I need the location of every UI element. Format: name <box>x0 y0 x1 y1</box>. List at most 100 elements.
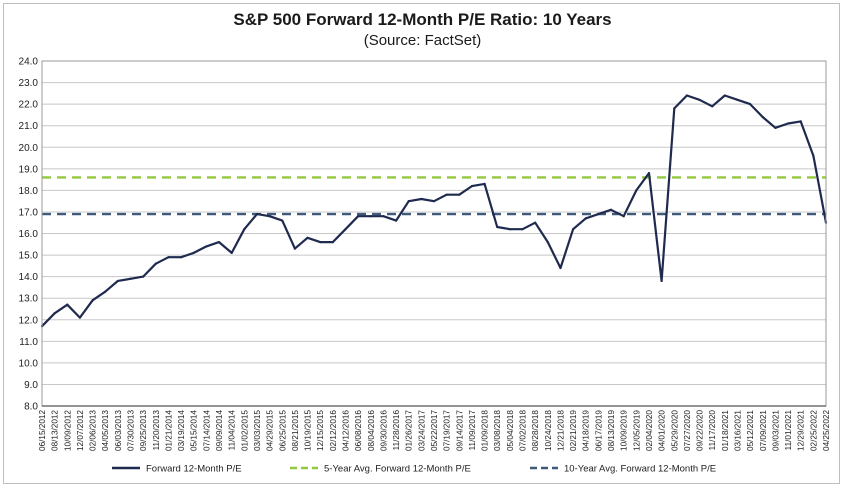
x-tick-label: 09/03/2021 <box>771 410 780 451</box>
data-point <box>255 212 259 216</box>
axis-layer: 24.0 23.0 22.0 21.0 20.0 19.0 18.0 17.0 16.0 15.0… <box>19 57 831 451</box>
x-tick-label: 09/30/2016 <box>379 410 388 451</box>
x-tick-label: 11/01/2021 <box>784 410 793 451</box>
data-point <box>799 120 802 123</box>
x-tick-label: 08/13/2012 <box>51 410 60 451</box>
data-point <box>458 193 461 196</box>
x-tick-label: 12/21/2018 <box>556 410 565 451</box>
data-point <box>154 262 157 265</box>
grid-layer <box>42 60 826 407</box>
x-tick-label: 09/09/2014 <box>215 410 224 451</box>
data-point <box>116 279 119 283</box>
y-tick-label: 8.0 <box>24 402 38 413</box>
data-point <box>192 251 195 255</box>
legend: Forward 12-Month P/E 5-Year Avg. Forward … <box>112 464 716 475</box>
y-tick-label: 17.0 <box>19 207 39 218</box>
x-tick-label: 11/17/2020 <box>708 410 717 451</box>
y-tick-label: 24.0 <box>19 57 39 68</box>
x-tick-label: 07/27/2020 <box>683 410 692 451</box>
x-tick-label: 12/15/2015 <box>316 410 325 451</box>
x-tick-label: 01/02/2015 <box>240 410 249 451</box>
data-point <box>508 228 511 231</box>
x-tick-label: 04/12/2016 <box>341 410 350 451</box>
series-layer <box>40 94 828 328</box>
data-point <box>243 228 246 231</box>
data-point <box>293 247 297 250</box>
x-tick-label: 04/01/2020 <box>658 410 667 451</box>
data-point <box>331 241 334 244</box>
average-lines <box>42 176 826 216</box>
y-tick-label: 11.0 <box>19 337 38 348</box>
x-tick-label: 11/20/2013 <box>152 410 161 451</box>
x-tick-label: 05/22/2017 <box>430 410 439 451</box>
x-tick-label: 01/18/2021 <box>721 410 730 451</box>
data-point <box>420 197 423 201</box>
x-tick-label: 04/29/2015 <box>266 410 275 451</box>
data-point <box>571 228 575 231</box>
x-tick-label: 07/02/2018 <box>519 410 528 451</box>
x-tick-label: 09/22/2020 <box>696 410 705 451</box>
data-point <box>53 312 56 315</box>
chart-title: S&P 500 Forward 12-Month P/E Ratio: 10 Y… <box>233 10 612 29</box>
x-tick-label: 06/17/2019 <box>594 410 603 451</box>
x-tick-label: 05/12/2021 <box>746 410 755 451</box>
legend-label: 5-Year Avg. Forward 12-Month P/E <box>324 464 471 475</box>
x-tick-label: 09/25/2013 <box>139 410 148 451</box>
data-point <box>496 225 499 229</box>
y-tick-label: 23.0 <box>19 78 39 89</box>
data-point <box>786 122 790 125</box>
data-point <box>217 241 221 244</box>
data-point <box>685 94 689 97</box>
x-tick-label: 12/05/2019 <box>632 410 641 451</box>
data-point <box>774 126 777 129</box>
x-tick-label: 11/09/2017 <box>468 410 477 451</box>
data-point <box>812 154 815 157</box>
x-tick-label: 04/25/2022 <box>822 410 831 451</box>
x-tick-label: 10/24/2018 <box>544 410 553 451</box>
y-tick-label: 21.0 <box>19 121 39 132</box>
y-tick-label: 18.0 <box>19 186 39 197</box>
data-point <box>306 236 309 239</box>
data-point <box>369 215 372 218</box>
data-point <box>584 217 587 220</box>
y-tick-label: 14.0 <box>19 272 39 283</box>
x-tick-label: 10/09/2012 <box>63 410 72 451</box>
x-tick-label: 09/14/2017 <box>455 410 464 451</box>
data-point <box>622 215 625 218</box>
data-point <box>432 200 436 203</box>
x-tick-label: 07/19/2017 <box>443 410 452 451</box>
data-point <box>167 256 170 259</box>
x-tick-label: 06/25/2015 <box>278 410 287 451</box>
data-point <box>78 316 82 319</box>
x-tick-label: 01/26/2017 <box>405 410 414 451</box>
data-point <box>394 219 398 222</box>
data-point <box>749 103 752 106</box>
x-tick-label: 03/24/2017 <box>417 410 426 451</box>
data-point <box>546 241 549 244</box>
data-point <box>281 219 284 222</box>
x-tick-label: 02/12/2016 <box>329 410 338 451</box>
data-point <box>357 215 360 218</box>
data-point <box>673 107 676 110</box>
x-tick-label: 03/19/2014 <box>177 410 186 451</box>
y-tick-label: 10.0 <box>19 358 39 369</box>
data-point <box>344 228 347 231</box>
x-tick-label: 06/08/2016 <box>354 410 363 451</box>
data-point <box>66 303 69 306</box>
x-tick-label: 11/04/2014 <box>228 410 237 451</box>
x-tick-label: 08/13/2019 <box>607 410 616 451</box>
data-point <box>104 290 107 293</box>
x-tick-label: 12/07/2012 <box>76 410 85 451</box>
x-tick-label: 03/03/2015 <box>253 410 262 451</box>
y-tick-label: 13.0 <box>19 294 39 305</box>
legend-label: Forward 12-Month P/E <box>146 464 242 475</box>
x-tick-label: 02/04/2020 <box>645 410 654 451</box>
data-point <box>559 266 562 270</box>
x-tick-label: 12/29/2021 <box>797 410 806 451</box>
data-point <box>534 221 537 224</box>
data-point <box>698 98 701 101</box>
x-tick-label: 05/15/2014 <box>190 410 199 451</box>
x-tick-label: 07/09/2021 <box>759 410 768 451</box>
x-tick-label: 10/09/2019 <box>620 410 629 451</box>
